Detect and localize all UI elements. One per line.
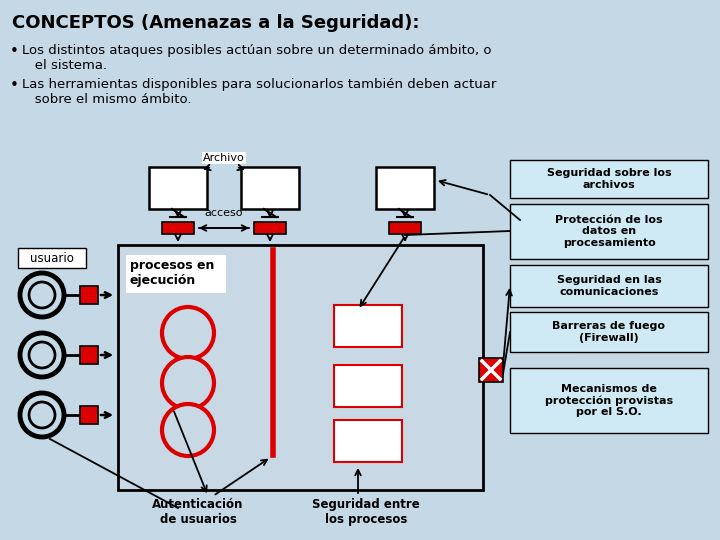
Circle shape [162,404,214,456]
FancyBboxPatch shape [334,420,402,462]
Text: Seguridad entre
los procesos: Seguridad entre los procesos [312,498,420,526]
FancyBboxPatch shape [510,160,708,198]
FancyBboxPatch shape [389,222,421,234]
Text: Barreras de fuego
(Firewall): Barreras de fuego (Firewall) [552,321,665,343]
FancyBboxPatch shape [510,368,708,433]
Circle shape [29,282,55,308]
Circle shape [162,357,214,409]
FancyBboxPatch shape [149,167,207,209]
Text: Los distintos ataques posibles actúan sobre un determinado ámbito, o
   el siste: Los distintos ataques posibles actúan so… [22,44,492,72]
Circle shape [29,342,55,368]
FancyBboxPatch shape [510,312,708,352]
FancyBboxPatch shape [118,245,483,490]
Text: usuario: usuario [30,252,74,265]
FancyBboxPatch shape [80,406,98,424]
Text: Autenticación
de usuarios: Autenticación de usuarios [153,498,243,526]
Text: Seguridad en las
comunicaciones: Seguridad en las comunicaciones [557,275,662,297]
Text: •: • [10,78,19,93]
FancyBboxPatch shape [80,286,98,304]
Circle shape [20,273,64,317]
Text: CONCEPTOS (Amenazas a la Seguridad):: CONCEPTOS (Amenazas a la Seguridad): [12,14,420,32]
Text: acceso: acceso [204,208,243,218]
FancyBboxPatch shape [241,167,299,209]
FancyBboxPatch shape [479,358,503,382]
FancyBboxPatch shape [334,365,402,407]
Circle shape [162,307,214,359]
Text: Seguridad sobre los
archivos: Seguridad sobre los archivos [546,168,671,190]
FancyBboxPatch shape [376,167,434,209]
Text: Protección de los
datos en
procesamiento: Protección de los datos en procesamiento [555,215,663,248]
FancyBboxPatch shape [18,248,86,268]
Circle shape [20,393,64,437]
Text: Archivo: Archivo [203,153,245,163]
FancyBboxPatch shape [510,204,708,259]
FancyBboxPatch shape [80,346,98,364]
FancyBboxPatch shape [162,222,194,234]
Circle shape [20,333,64,377]
Text: Las herramientas disponibles para solucionarlos también deben actuar
   sobre el: Las herramientas disponibles para soluci… [22,78,496,106]
FancyBboxPatch shape [334,305,402,347]
FancyBboxPatch shape [126,255,226,293]
FancyBboxPatch shape [510,265,708,307]
Text: •: • [10,44,19,59]
Text: Mecanismos de
protección provistas
por el S.O.: Mecanismos de protección provistas por e… [545,383,673,417]
FancyBboxPatch shape [254,222,286,234]
Text: procesos en
ejecución: procesos en ejecución [130,259,215,287]
Circle shape [29,402,55,428]
